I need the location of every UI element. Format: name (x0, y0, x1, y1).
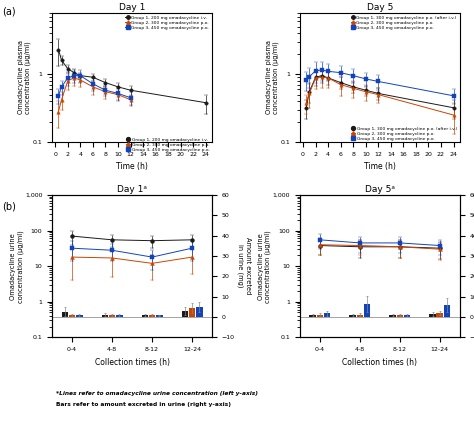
X-axis label: Time (h): Time (h) (364, 162, 396, 171)
Legend: Group 1, 300 mg omadacycline p.o. (after i.v.), Group 2, 300 mg omadacycline p.o: Group 1, 300 mg omadacycline p.o. (after… (350, 15, 457, 31)
X-axis label: Collection times (h): Collection times (h) (95, 357, 170, 367)
Bar (364, 304, 370, 317)
Bar (324, 313, 330, 317)
Text: (b): (b) (2, 201, 16, 212)
Title: Day 5ᵃ: Day 5ᵃ (365, 185, 395, 194)
Title: Day 1: Day 1 (119, 3, 145, 12)
Title: Day 5: Day 5 (367, 3, 393, 12)
Bar (196, 307, 202, 317)
Text: (a): (a) (2, 6, 16, 17)
Legend: Group 1, 200 mg omadacycline i.v., Group 2, 300 mg omadacycline p.o., Group 3, 4: Group 1, 200 mg omadacycline i.v., Group… (125, 137, 210, 153)
Y-axis label: Omadacycline urine
concentration (μg/ml): Omadacycline urine concentration (μg/ml) (10, 230, 24, 303)
Bar (397, 315, 403, 317)
Y-axis label: Omadacycline plasma
concentration (μg/ml): Omadacycline plasma concentration (μg/ml… (265, 40, 279, 114)
Bar (429, 314, 436, 317)
Y-axis label: Omadacycline urine
concentration (μg/ml): Omadacycline urine concentration (μg/ml) (258, 230, 271, 303)
Bar (444, 305, 450, 317)
Bar (317, 315, 323, 317)
Bar (116, 315, 123, 317)
X-axis label: Collection times (h): Collection times (h) (342, 357, 417, 367)
Y-axis label: Amount excreted
in urine (mg): Amount excreted in urine (mg) (237, 237, 251, 295)
Legend: Group 1, 300 mg omadacycline p.o. (after i.v.), Group 2, 300 mg omadacycline p.o: Group 1, 300 mg omadacycline p.o. (after… (350, 126, 457, 141)
Bar (349, 315, 356, 317)
Bar (189, 308, 195, 317)
Legend: Group 1, 200 mg omadacycline i.v., Group 2, 300 mg omadacycline p.o., Group 3, 4: Group 1, 200 mg omadacycline i.v., Group… (125, 15, 210, 31)
Bar (404, 315, 410, 317)
Bar (437, 313, 443, 317)
Text: *Lines refer to omadacycline urine concentration (left y-axis): *Lines refer to omadacycline urine conce… (56, 391, 258, 396)
Text: Bars refer to amount excreted in urine (right y-axis): Bars refer to amount excreted in urine (… (56, 402, 231, 407)
Bar (69, 315, 75, 317)
Bar (356, 315, 363, 317)
Bar (149, 315, 155, 317)
Bar (389, 315, 396, 317)
Bar (156, 315, 163, 317)
Bar (182, 311, 188, 317)
Bar (76, 315, 82, 317)
Bar (142, 315, 148, 317)
Bar (62, 312, 68, 317)
Title: Day 1ᵃ: Day 1ᵃ (117, 185, 147, 194)
X-axis label: Time (h): Time (h) (116, 162, 148, 171)
Bar (109, 315, 115, 317)
Bar (310, 315, 316, 317)
Bar (101, 315, 108, 317)
Y-axis label: Omadacycline plasma
concentration (μg/ml): Omadacycline plasma concentration (μg/ml… (18, 40, 31, 114)
